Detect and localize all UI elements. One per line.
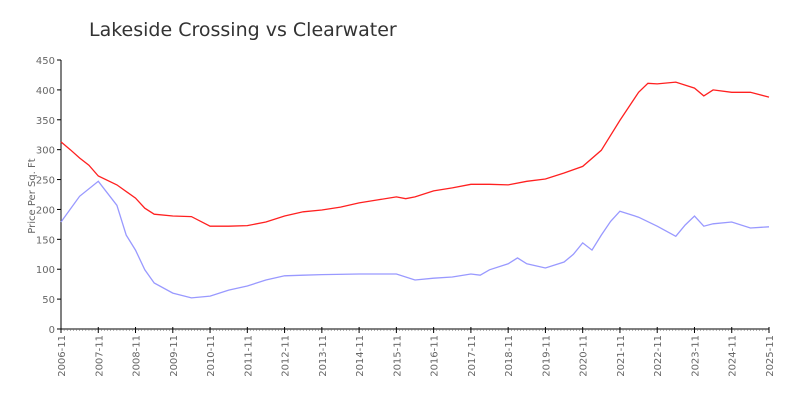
x-tick-label: 2008-11 <box>132 335 143 377</box>
series-line-1 <box>61 82 769 226</box>
series-lines <box>61 82 769 298</box>
y-tick-label: 100 <box>36 265 55 276</box>
y-tick-label: 300 <box>36 146 55 157</box>
x-tick-label: 2024-11 <box>728 335 739 377</box>
x-tick-label: 2011-11 <box>243 335 254 377</box>
x-tick-label: 2019-11 <box>541 335 552 377</box>
chart-title: Lakeside Crossing vs Clearwater <box>89 19 397 41</box>
x-tick-label: 2018-11 <box>504 335 515 377</box>
x-tick-label: 2022-11 <box>653 335 664 377</box>
x-tick-label: 2006-11 <box>57 335 68 377</box>
y-tick-label: 350 <box>36 116 55 127</box>
x-tick-label: 2014-11 <box>355 335 366 377</box>
series-line-2 <box>61 181 769 298</box>
y-tick-label: 150 <box>36 235 55 246</box>
y-axis-label: Price Per Sq. Ft <box>27 158 38 233</box>
y-tick-label: 0 <box>49 325 55 336</box>
x-tick-label: 2007-11 <box>94 335 105 377</box>
x-tick-label: 2023-11 <box>690 335 701 377</box>
x-tick-label: 2021-11 <box>616 335 627 377</box>
x-tick-label: 2020-11 <box>579 335 590 377</box>
x-tick-label: 2009-11 <box>169 335 180 377</box>
y-tick-label: 200 <box>36 205 55 216</box>
x-tick-label: 2017-11 <box>467 335 478 377</box>
x-tick-label: 2012-11 <box>281 335 292 377</box>
x-tick-label: 2025-11 <box>765 335 776 377</box>
y-tick-label: 250 <box>36 176 55 187</box>
axes: 0 50 100 150 200 250 300 350 400 450 2006-11 2007-1… <box>36 56 776 377</box>
x-tick-label: 2016-11 <box>430 335 441 377</box>
x-tick-label: 2013-11 <box>318 335 329 377</box>
x-tick-label: 2010-11 <box>206 335 217 377</box>
y-tick-label: 450 <box>36 56 55 67</box>
x-tick-label: 2015-11 <box>392 335 403 377</box>
y-tick-label: 50 <box>42 295 55 306</box>
y-tick-label: 400 <box>36 86 55 97</box>
